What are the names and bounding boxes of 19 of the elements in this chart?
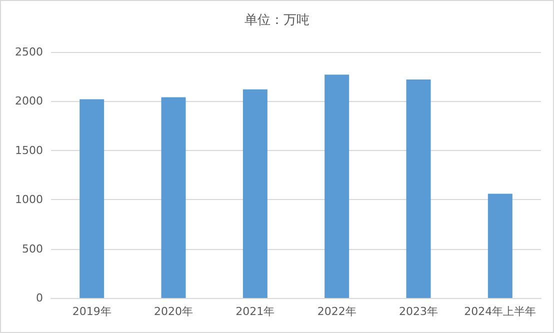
- y-tick-label: 1500: [15, 144, 43, 157]
- bar: [324, 74, 350, 298]
- bar: [488, 194, 512, 298]
- x-tick-label: 2019年: [72, 305, 112, 318]
- bar: [80, 99, 104, 298]
- y-tick-label: 0: [36, 292, 43, 304]
- chart-title: 单位：万吨: [244, 13, 310, 28]
- x-tick-label: 2023年: [399, 305, 438, 318]
- bar: [242, 89, 268, 298]
- x-tick-label: 2024年上半年: [464, 305, 536, 318]
- y-tick-label: 2500: [15, 46, 43, 58]
- x-tick-label: 2022年: [317, 305, 356, 318]
- y-tick-label: 500: [22, 242, 43, 256]
- bar: [161, 97, 186, 298]
- x-tick-label: 2021年: [236, 305, 275, 318]
- y-tick-label: 2000: [15, 94, 43, 108]
- x-tick-label: 2020年: [154, 305, 193, 318]
- y-tick-label: 1000: [15, 193, 43, 206]
- bar: [406, 80, 431, 298]
